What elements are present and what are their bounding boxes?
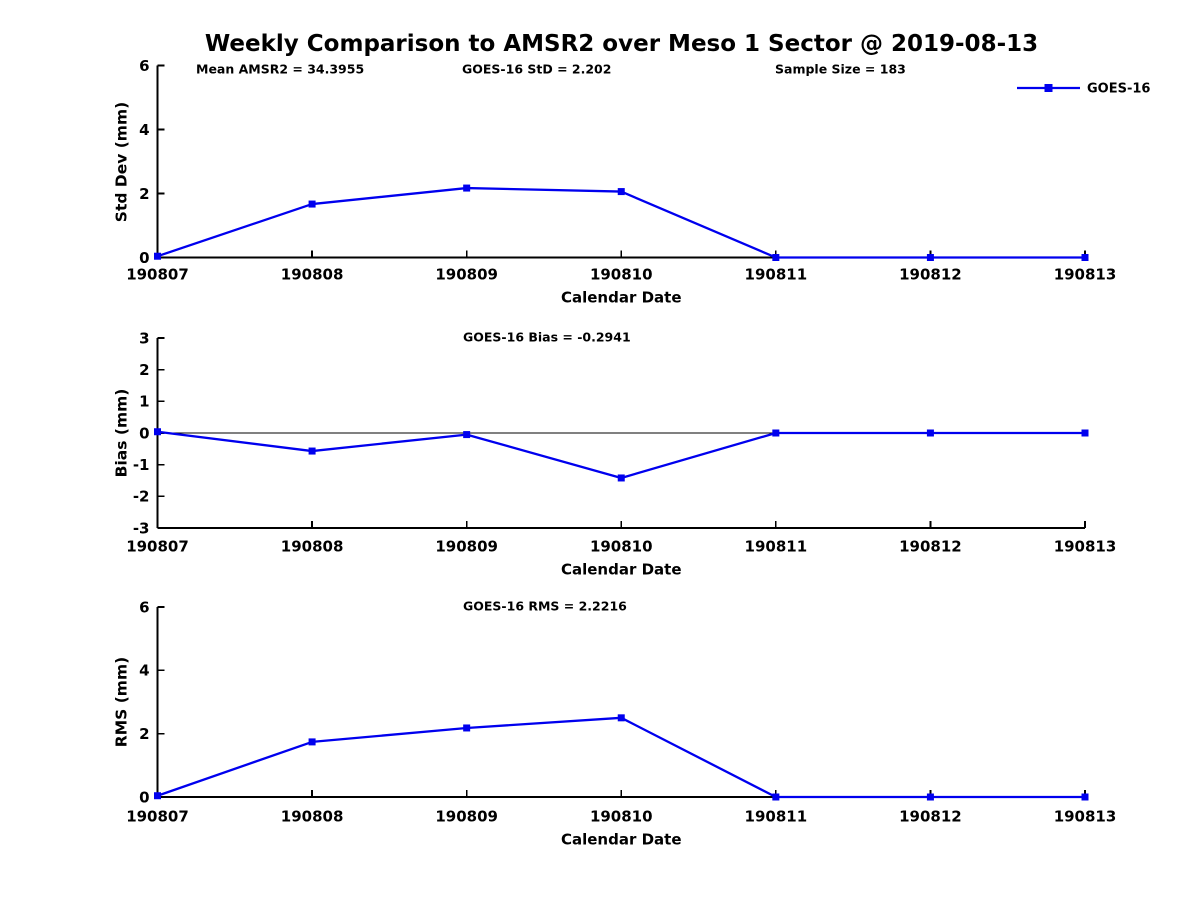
annotation: GOES-16 RMS = 2.2216 [463, 598, 627, 613]
annotation: Sample Size = 183 [775, 61, 906, 76]
y-axis-title: Bias (mm) [112, 389, 130, 478]
x-tick-label: 190809 [435, 537, 498, 555]
data-point-marker [154, 252, 161, 260]
y-tick-label: 2 [139, 725, 149, 743]
data-point-marker [617, 714, 625, 722]
data-point-marker [772, 793, 780, 801]
x-tick-label: 190813 [1054, 807, 1117, 825]
y-tick-label: 0 [139, 424, 149, 442]
x-tick-label: 190808 [281, 537, 344, 555]
y-tick-label: 1 [139, 393, 149, 411]
legend-label: GOES-16 [1087, 82, 1150, 97]
annotation: GOES-16 StD = 2.202 [462, 61, 611, 76]
x-tick-label: 190807 [126, 807, 189, 825]
y-tick-label: 4 [139, 121, 149, 139]
x-tick-label: 190808 [281, 265, 344, 283]
data-point-marker [926, 254, 934, 261]
x-tick-label: 190808 [281, 807, 344, 825]
std-dev-panel: 0 2 4 6 190807 190808 190809 190810 190811 190812… [112, 57, 1150, 307]
y-axis-title: RMS (mm) [112, 657, 130, 747]
y-axis-title: Std Dev (mm) [112, 102, 130, 222]
x-tick-label: 190810 [590, 265, 653, 283]
y-tick-label: 6 [139, 598, 149, 616]
data-point-marker [1081, 254, 1089, 261]
data-point-marker [463, 724, 471, 732]
x-axis-title: Calendar Date [561, 830, 682, 848]
y-tick-label: 0 [139, 788, 149, 806]
annotation: Mean AMSR2 = 34.3955 [196, 61, 364, 76]
data-point-marker [1081, 429, 1089, 437]
x-tick-label: 190811 [745, 265, 808, 283]
series-line [156, 716, 1087, 799]
x-axis-title: Calendar Date [561, 560, 682, 578]
data-point-marker [308, 738, 316, 746]
x-tick-label: 190811 [745, 807, 808, 825]
data-point-marker [772, 429, 780, 437]
y-tick-label: 2 [139, 185, 149, 203]
data-point-marker [308, 200, 316, 208]
x-tick-label: 190809 [435, 807, 498, 825]
y-tick-label: 4 [139, 662, 149, 680]
x-tick-label: 190813 [1054, 265, 1117, 283]
data-point-marker [617, 474, 625, 482]
data-point-marker [154, 792, 161, 800]
y-tick-label: 3 [139, 329, 149, 347]
x-tick-label: 190811 [745, 537, 808, 555]
data-point-marker [308, 447, 316, 455]
series-line [156, 430, 1087, 480]
y-tick-label: 2 [139, 361, 149, 379]
page-title: Weekly Comparison to AMSR2 over Meso 1 S… [204, 31, 1039, 57]
x-axis-title: Calendar Date [561, 288, 682, 306]
x-tick-label: 190812 [899, 807, 962, 825]
data-point-marker [463, 184, 471, 192]
y-tick-label: -3 [133, 519, 150, 537]
x-tick-label: 190809 [435, 265, 498, 283]
x-tick-label: 190812 [899, 537, 962, 555]
y-tick-label: -2 [133, 488, 150, 506]
y-tick-label: -1 [133, 456, 150, 474]
x-tick-label: 190812 [899, 265, 962, 283]
legend: GOES-16 [1017, 82, 1150, 97]
x-tick-label: 190810 [590, 537, 653, 555]
data-point-marker [926, 429, 934, 437]
data-point-marker [463, 431, 471, 439]
x-tick-label: 190807 [126, 537, 189, 555]
y-tick-label: 0 [139, 249, 149, 267]
series-line [156, 186, 1087, 259]
data-point-marker [772, 254, 780, 261]
data-point-marker [1081, 793, 1089, 801]
x-tick-label: 190813 [1054, 537, 1117, 555]
data-point-marker [154, 428, 161, 436]
y-tick-label: 6 [139, 57, 149, 75]
data-point-marker [617, 188, 625, 196]
legend-marker [1044, 84, 1053, 92]
bias-panel: -3 -2 -1 0 1 2 3 190807 190808 190809 190810 190811… [112, 329, 1116, 578]
annotation: GOES-16 Bias = -0.2941 [463, 329, 631, 344]
x-tick-label: 190810 [590, 807, 653, 825]
data-point-marker [926, 793, 934, 801]
x-tick-label: 190807 [126, 265, 189, 283]
rms-panel: 0 2 4 6 190807 190808 190809 190810 190811 190812… [112, 598, 1116, 848]
